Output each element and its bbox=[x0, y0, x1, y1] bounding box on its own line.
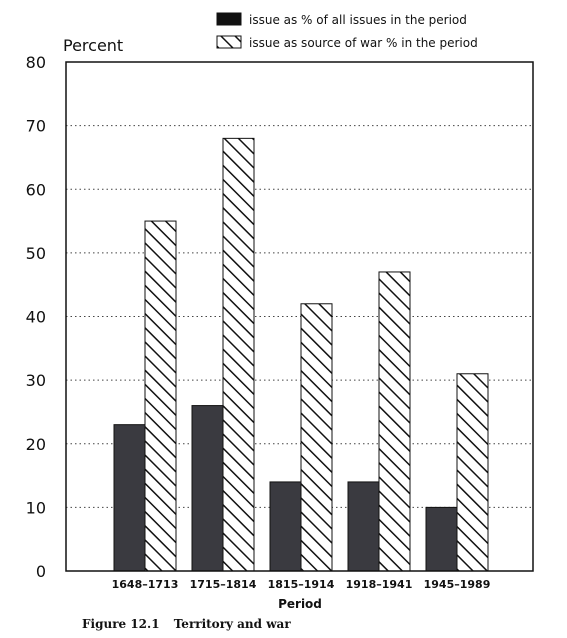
y-tick-label: 80 bbox=[26, 53, 46, 72]
legend-swatch-solid bbox=[216, 12, 242, 26]
figure-caption-number: Figure 12.1 bbox=[82, 617, 160, 631]
bar-war-source bbox=[222, 137, 255, 572]
y-tick-label: 30 bbox=[26, 371, 46, 390]
legend-label-issue-share: issue as % of all issues in the period bbox=[249, 13, 467, 27]
x-axis-title: Period bbox=[278, 597, 322, 611]
y-tick-label: 20 bbox=[26, 435, 46, 454]
y-axis-title: Percent bbox=[63, 36, 123, 55]
figure-caption: Figure 12.1 Territory and war bbox=[82, 617, 291, 631]
y-tick-label: 50 bbox=[26, 244, 46, 263]
y-tick-label: 40 bbox=[26, 308, 46, 327]
x-category-label: 1715–1814 bbox=[190, 578, 257, 591]
bars bbox=[113, 137, 489, 572]
bar-issue-share bbox=[347, 481, 380, 572]
bar-issue-share bbox=[425, 506, 458, 572]
legend: issue as % of all issues in the period i… bbox=[216, 12, 478, 50]
x-category-label: 1945–1989 bbox=[424, 578, 491, 591]
x-axis-categories: 1648–1713 1715–1814 1815–1914 1918–1941 1945… bbox=[112, 578, 491, 591]
x-category-label: 1815–1914 bbox=[268, 578, 335, 591]
bar-war-source bbox=[144, 220, 177, 572]
y-axis-ticks: 0 10 20 30 40 50 60 70 80 bbox=[26, 53, 46, 581]
y-tick-label: 10 bbox=[26, 498, 46, 517]
bar-issue-share bbox=[191, 405, 224, 572]
bar-war-source bbox=[300, 303, 333, 572]
x-category-label: 1918–1941 bbox=[346, 578, 413, 591]
plot-frame bbox=[65, 61, 534, 572]
legend-swatch-hatched bbox=[216, 35, 242, 49]
figure-caption-text: Territory and war bbox=[174, 617, 292, 631]
legend-label-war-source: issue as source of war % in the period bbox=[249, 36, 478, 50]
y-tick-label: 0 bbox=[36, 562, 46, 581]
x-category-label: 1648–1713 bbox=[112, 578, 179, 591]
bar-issue-share bbox=[269, 481, 302, 572]
bar-war-source bbox=[456, 373, 489, 572]
y-tick-label: 70 bbox=[26, 117, 46, 136]
y-tick-label: 60 bbox=[26, 180, 46, 199]
bar-issue-share bbox=[113, 424, 146, 572]
bar-war-source bbox=[378, 271, 411, 572]
